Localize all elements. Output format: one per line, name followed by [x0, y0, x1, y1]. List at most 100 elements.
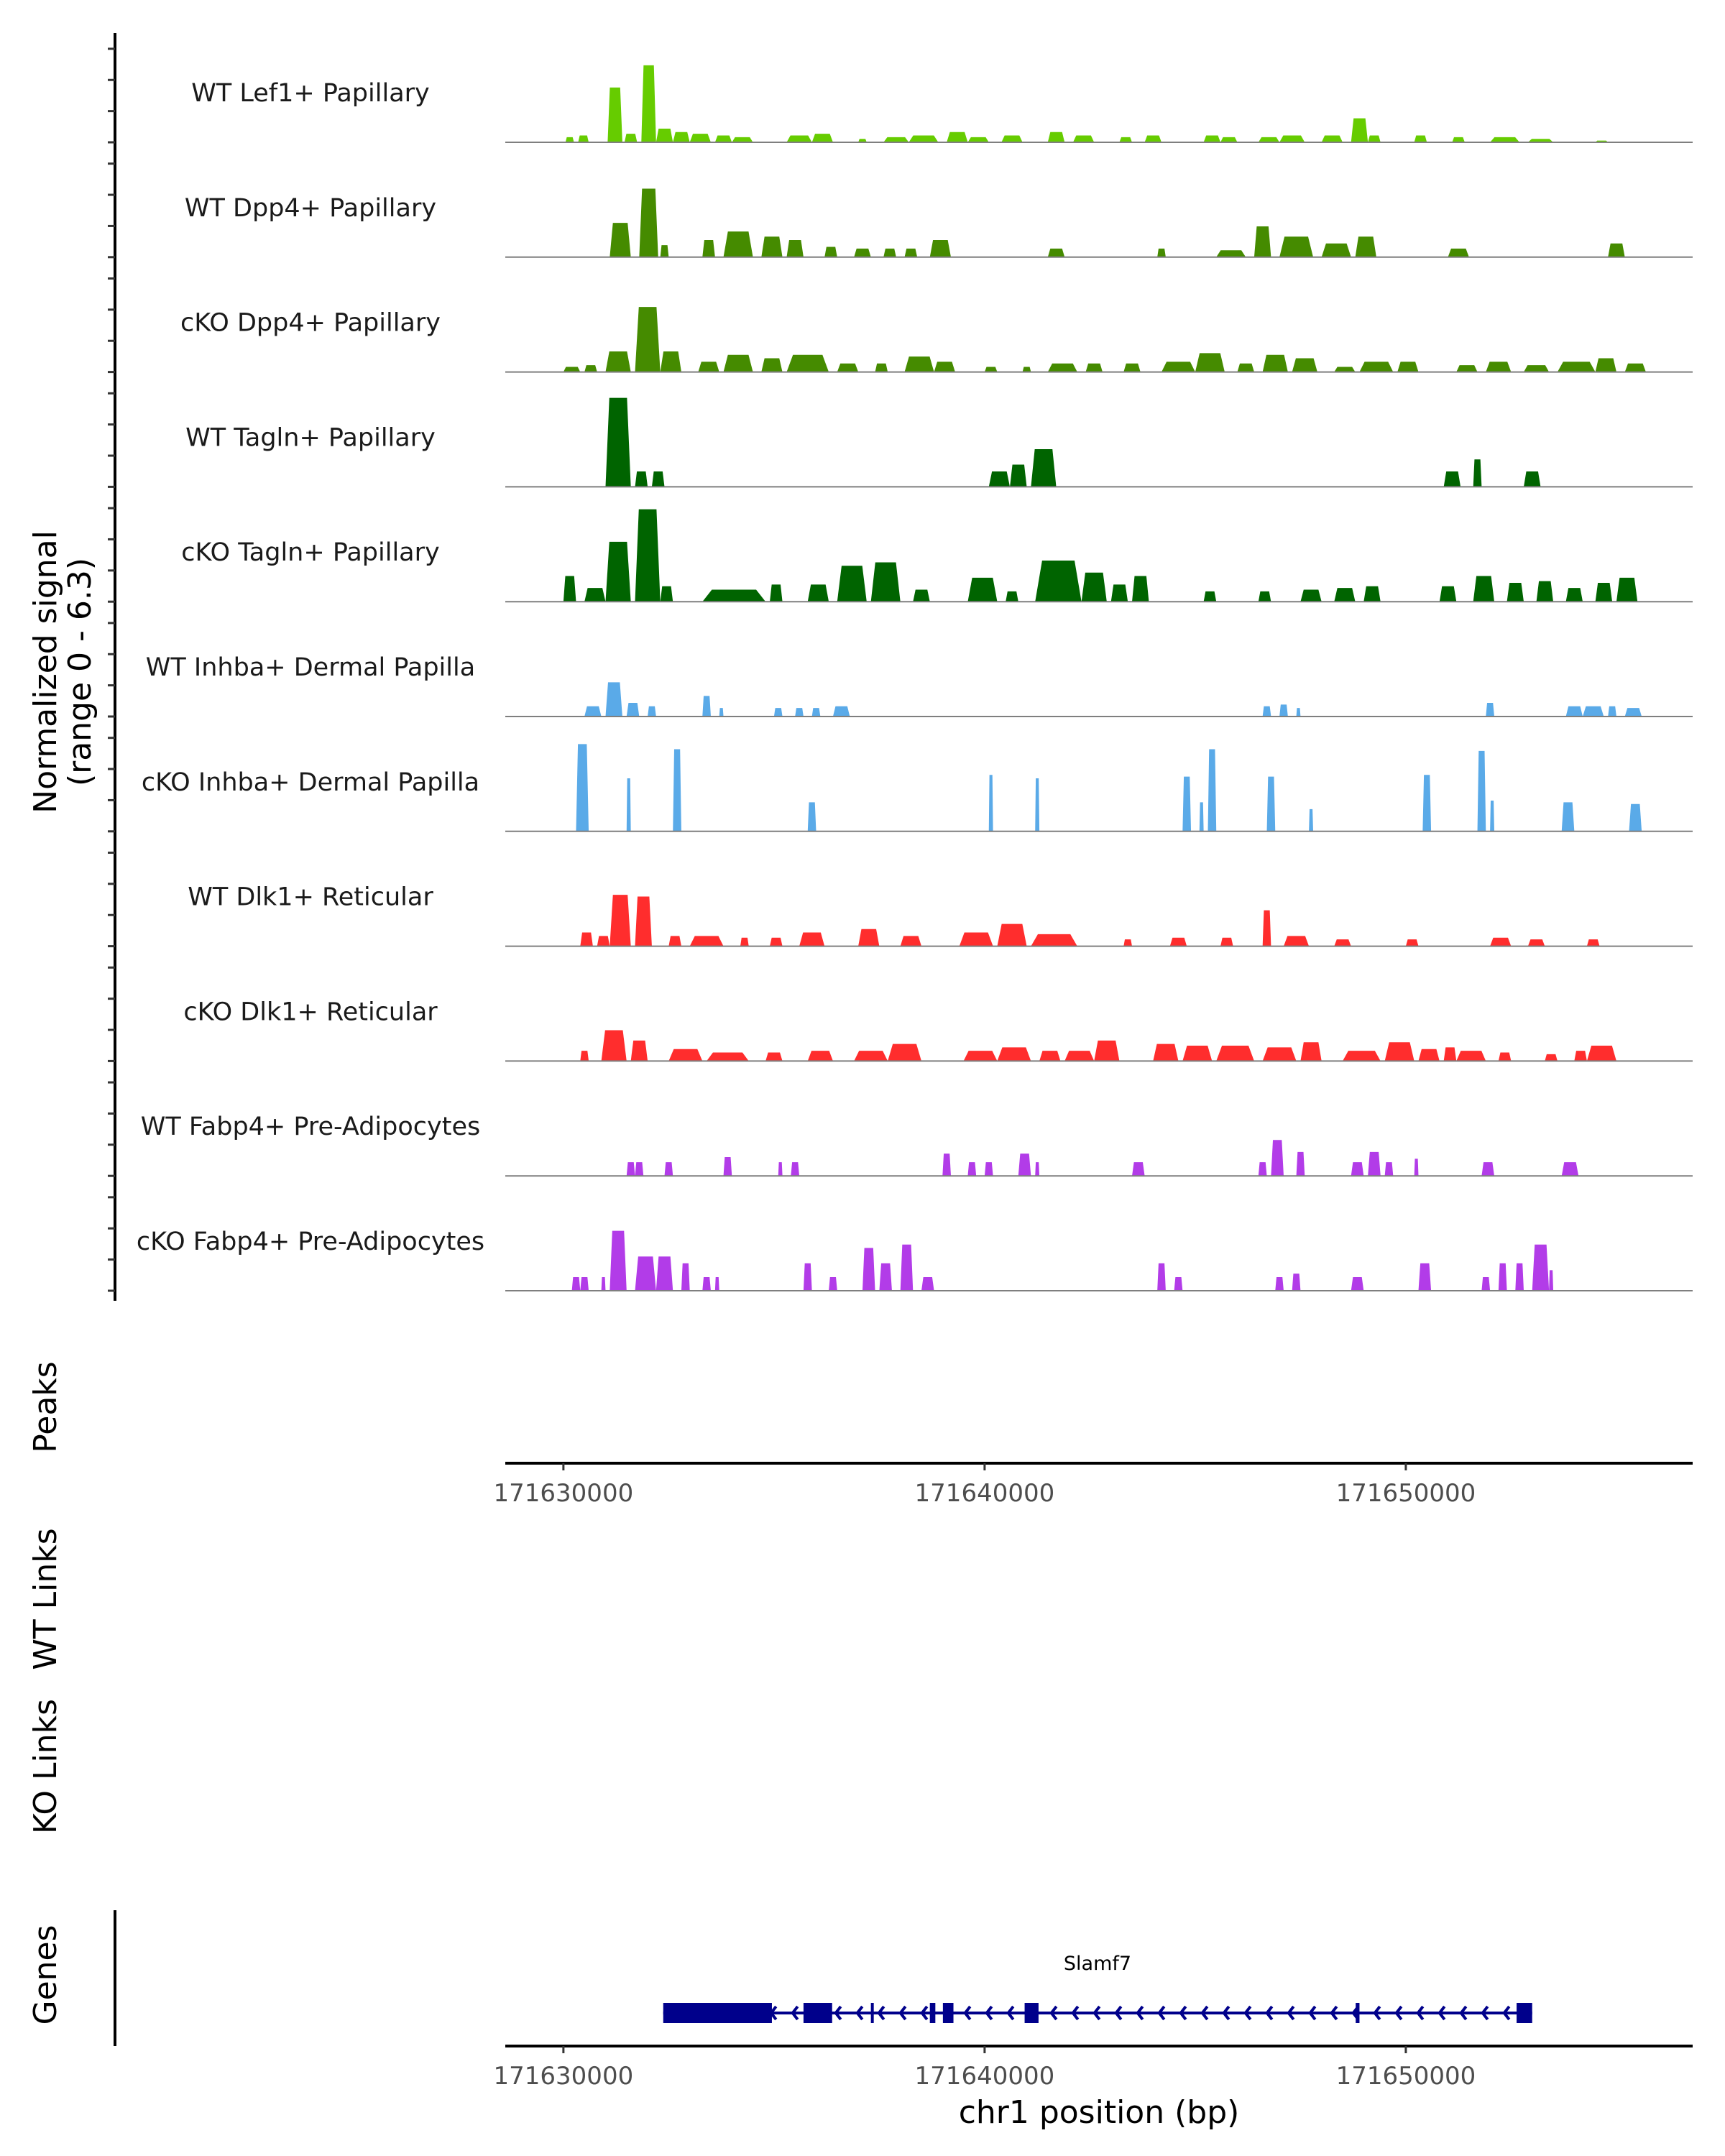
signal-peak [1490, 800, 1494, 831]
signal-peak [1561, 802, 1575, 831]
signal-peak [1119, 137, 1133, 142]
x-tick-label: 171630000 [494, 2062, 634, 2091]
signal-peak [1363, 586, 1381, 602]
gene-slamf7: Slamf7 [663, 1953, 1532, 2023]
signal-peak [584, 706, 602, 717]
signal-peak [988, 471, 1011, 487]
strand-arrow-icon [1222, 2005, 1230, 2021]
gene-exon [1024, 2003, 1039, 2023]
signal-peak [635, 471, 648, 487]
signal-peak [635, 307, 661, 372]
signal-peak [702, 1276, 711, 1291]
signal-peak [1199, 802, 1204, 831]
signal-peak [580, 932, 593, 946]
signal-peak [1195, 353, 1225, 372]
x-tick-label: 171640000 [915, 1479, 1055, 1508]
signal-peak [1351, 118, 1368, 142]
signal-peak [1182, 1045, 1213, 1061]
signal-peak [1481, 1276, 1491, 1291]
strand-arrow-icon [1416, 2005, 1425, 2021]
signal-peak [1456, 365, 1478, 372]
signal-peak [1439, 586, 1457, 602]
signal-peak [681, 1263, 690, 1291]
signal-peak [829, 1276, 837, 1291]
signal-peak [1220, 937, 1233, 946]
track-7: cKO Inhba+ Dermal Papilla [142, 744, 1693, 832]
track-label: WT Dlk1+ Reticular [188, 883, 433, 912]
signal-peak [837, 566, 867, 602]
signal-peak [1490, 137, 1520, 142]
strand-arrow-icon [834, 2005, 842, 2021]
signal-peak [862, 1248, 875, 1291]
track-4: WT Tagln+ Papillary [185, 397, 1693, 488]
strand-arrow-icon [1092, 2005, 1101, 2021]
signal-peak [1262, 1047, 1297, 1061]
signal-peak [791, 1162, 800, 1176]
signal-peak [1157, 248, 1166, 257]
signal-peak [1123, 939, 1133, 946]
signal-peak [635, 1256, 656, 1291]
signal-peak [1283, 936, 1310, 946]
signal-peak [673, 132, 690, 142]
y-axis-title: Normalized signal (range 0 - 6.3) [27, 530, 98, 814]
track-3: cKO Dpp4+ Papillary [180, 307, 1693, 373]
signal-peak [578, 135, 589, 142]
signal-peak [1595, 583, 1613, 602]
signal-peak [1334, 367, 1356, 372]
signal-peak [1477, 750, 1486, 831]
signal-peak [648, 706, 656, 717]
signal-peak [1208, 749, 1217, 831]
signal-peak [660, 245, 669, 257]
signal-peak [1397, 361, 1419, 372]
signal-peak [870, 562, 901, 602]
signal-peak [854, 248, 871, 257]
peaks-track-label: Peaks [27, 1361, 64, 1452]
track-6: WT Inhba+ Dermal Papilla [146, 653, 1693, 717]
signal-peak [1064, 1051, 1095, 1061]
signal-peak [959, 932, 993, 946]
signal-peak [824, 247, 837, 257]
signal-peak [660, 586, 673, 602]
signal-peak [641, 65, 656, 142]
signal-peak [1498, 1263, 1507, 1291]
signal-peak [1616, 577, 1638, 602]
gene-exon [929, 2003, 936, 2023]
signal-peak [714, 1276, 719, 1291]
strand-arrow-icon [1136, 2005, 1144, 2021]
signal-peak [1174, 1276, 1183, 1291]
strand-arrow-icon [1287, 2005, 1295, 2021]
signal-peak [624, 134, 638, 142]
ko-links-track-label: KO Links [27, 1699, 64, 1834]
signal-peak [668, 936, 681, 946]
signal-peak [1443, 471, 1461, 487]
signal-peak [1271, 1140, 1284, 1176]
signal-peak [656, 128, 673, 142]
signal-peak [1039, 1051, 1061, 1061]
signal-peak [626, 778, 631, 831]
signal-peak [1481, 1162, 1494, 1176]
peaks-x-axis: 171630000 171640000 171650000 [494, 1462, 1693, 1508]
gene-exon [803, 2003, 832, 2023]
signal-peak [832, 706, 850, 717]
signal-peak [1035, 1162, 1040, 1176]
signal-peak [967, 577, 998, 602]
signal-peak [883, 137, 909, 142]
signal-peak [1608, 706, 1616, 717]
strand-arrow-icon [1308, 2005, 1317, 2021]
track-5: cKO Tagln+ Papillary [181, 509, 1693, 603]
signal-peak [1334, 939, 1351, 946]
signal-peak [879, 1263, 892, 1291]
track-label: cKO Tagln+ Papillary [181, 538, 440, 567]
x-tick-label: 171650000 [1336, 2062, 1476, 2091]
signal-peak [576, 744, 589, 831]
signal-peak [1279, 135, 1305, 142]
signal-peak [689, 134, 711, 142]
track-label: WT Inhba+ Dermal Papilla [146, 653, 475, 682]
signal-peak [811, 134, 833, 142]
signal-peak [778, 1162, 783, 1176]
signal-peak [900, 1244, 914, 1291]
signal-peak [1359, 361, 1394, 372]
strand-arrow-icon [1157, 2005, 1166, 2021]
strand-arrow-icon [1373, 2005, 1381, 2021]
coverage-tracks: WT Lef1+ Papillary WT Dpp4+ Papillary cKO … [137, 65, 1693, 1291]
